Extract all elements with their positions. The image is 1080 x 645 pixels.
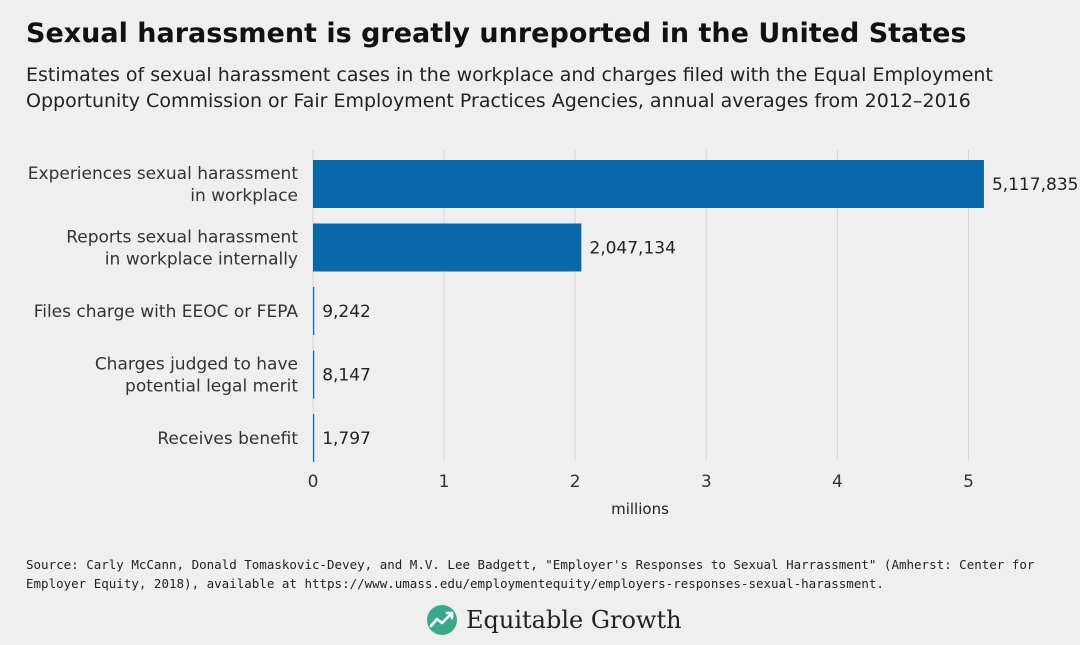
category-label: potential legal merit — [125, 377, 298, 397]
x-axis-label: millions — [611, 500, 669, 518]
category-label: Reports sexual harassment — [66, 228, 298, 248]
subtitle-line: Estimates of sexual harassment cases in … — [26, 64, 993, 86]
x-tick-label: 2 — [570, 472, 581, 492]
category-label: in workplace — [190, 186, 298, 206]
bar — [313, 223, 582, 272]
subtitle-line: Opportunity Commission or Fair Employmen… — [26, 90, 971, 112]
value-label: 5,117,835 — [992, 175, 1079, 195]
category-label: Files charge with EEOC or FEPA — [34, 302, 299, 322]
chart-subtitle: Estimates of sexual harassment cases in … — [26, 62, 1056, 114]
category-label: Charges judged to have — [95, 355, 298, 375]
category-label: Receives benefit — [157, 429, 298, 449]
growth-logo-icon — [427, 605, 457, 635]
brand-name: Equitable Growth — [466, 606, 682, 634]
category-label: in workplace internally — [105, 250, 298, 270]
value-label: 1,797 — [322, 429, 371, 449]
bar — [313, 414, 315, 462]
bar — [313, 160, 984, 208]
chart-title: Sexual harassment is greatly unreported … — [26, 18, 967, 49]
source-line: Employer Equity, 2018), available at htt… — [26, 576, 884, 591]
value-label: 8,147 — [322, 366, 371, 386]
x-tick-label: 1 — [439, 472, 450, 492]
bar-chart: 0 1 2 3 4 5 millions Experiences sexual harassm… — [28, 150, 1079, 518]
brand-logo[interactable]: Equitable Growth — [426, 602, 682, 638]
source-line: Source: Carly McCann, Donald Tomaskovic-… — [26, 557, 1035, 572]
x-tick-label: 3 — [701, 472, 712, 492]
source-note: Source: Carly McCann, Donald Tomaskovic-… — [26, 555, 1056, 593]
x-tick-label: 5 — [963, 472, 974, 492]
value-label: 9,242 — [322, 302, 371, 322]
x-tick-label: 4 — [832, 472, 843, 492]
value-label: 2,047,134 — [589, 239, 676, 259]
category-label: Experiences sexual harassment — [28, 164, 299, 184]
bar — [313, 350, 315, 399]
bar — [313, 287, 315, 335]
x-tick-label: 0 — [308, 472, 319, 492]
